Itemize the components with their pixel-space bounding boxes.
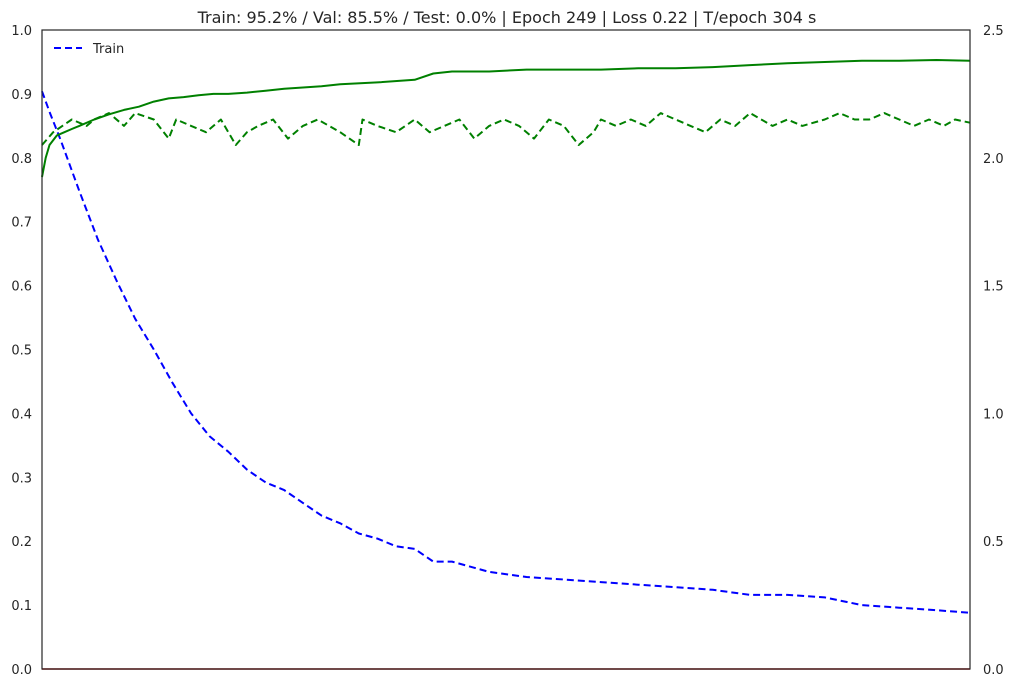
right-y-tick-label: 1.0 xyxy=(983,407,1004,422)
left-y-tick-label: 0.3 xyxy=(11,471,32,486)
left-y-tick-label: 0.6 xyxy=(11,280,32,295)
legend-label-train: Train xyxy=(92,42,124,57)
chart-title: Train: 95.2% / Val: 85.5% / Test: 0.0% |… xyxy=(197,8,817,27)
left-y-tick-label: 0.0 xyxy=(11,663,32,678)
left-y-axis-ticks: 0.0 0.1 0.2 0.3 0.4 0.5 0.6 0.7 0.8 0.9 1.0 xyxy=(11,24,32,678)
plot-frame xyxy=(41,29,971,670)
right-y-tick-label: 0.5 xyxy=(983,535,1004,550)
series-layer xyxy=(41,59,971,670)
left-y-tick-label: 0.4 xyxy=(11,407,32,422)
left-y-tick-label: 0.5 xyxy=(11,344,32,359)
left-y-tick-label: 0.8 xyxy=(11,152,32,167)
left-y-tick-label: 0.9 xyxy=(11,88,32,103)
series-line-val-acc xyxy=(41,112,971,146)
right-y-axis-ticks: 0.0 0.5 1.0 1.5 2.0 2.5 xyxy=(983,24,1004,678)
left-y-tick-label: 0.7 xyxy=(11,216,32,231)
legend: Train xyxy=(54,42,124,57)
series-line-train-acc xyxy=(41,59,971,178)
right-y-tick-label: 1.5 xyxy=(983,280,1004,295)
series-line-train-loss xyxy=(41,90,971,614)
left-y-tick-label: 0.2 xyxy=(11,535,32,550)
left-y-tick-label: 1.0 xyxy=(11,24,32,39)
right-y-tick-label: 0.0 xyxy=(983,663,1004,678)
right-y-tick-label: 2.5 xyxy=(983,24,1004,39)
left-y-tick-label: 0.1 xyxy=(11,599,32,614)
right-y-tick-label: 2.0 xyxy=(983,152,1004,167)
